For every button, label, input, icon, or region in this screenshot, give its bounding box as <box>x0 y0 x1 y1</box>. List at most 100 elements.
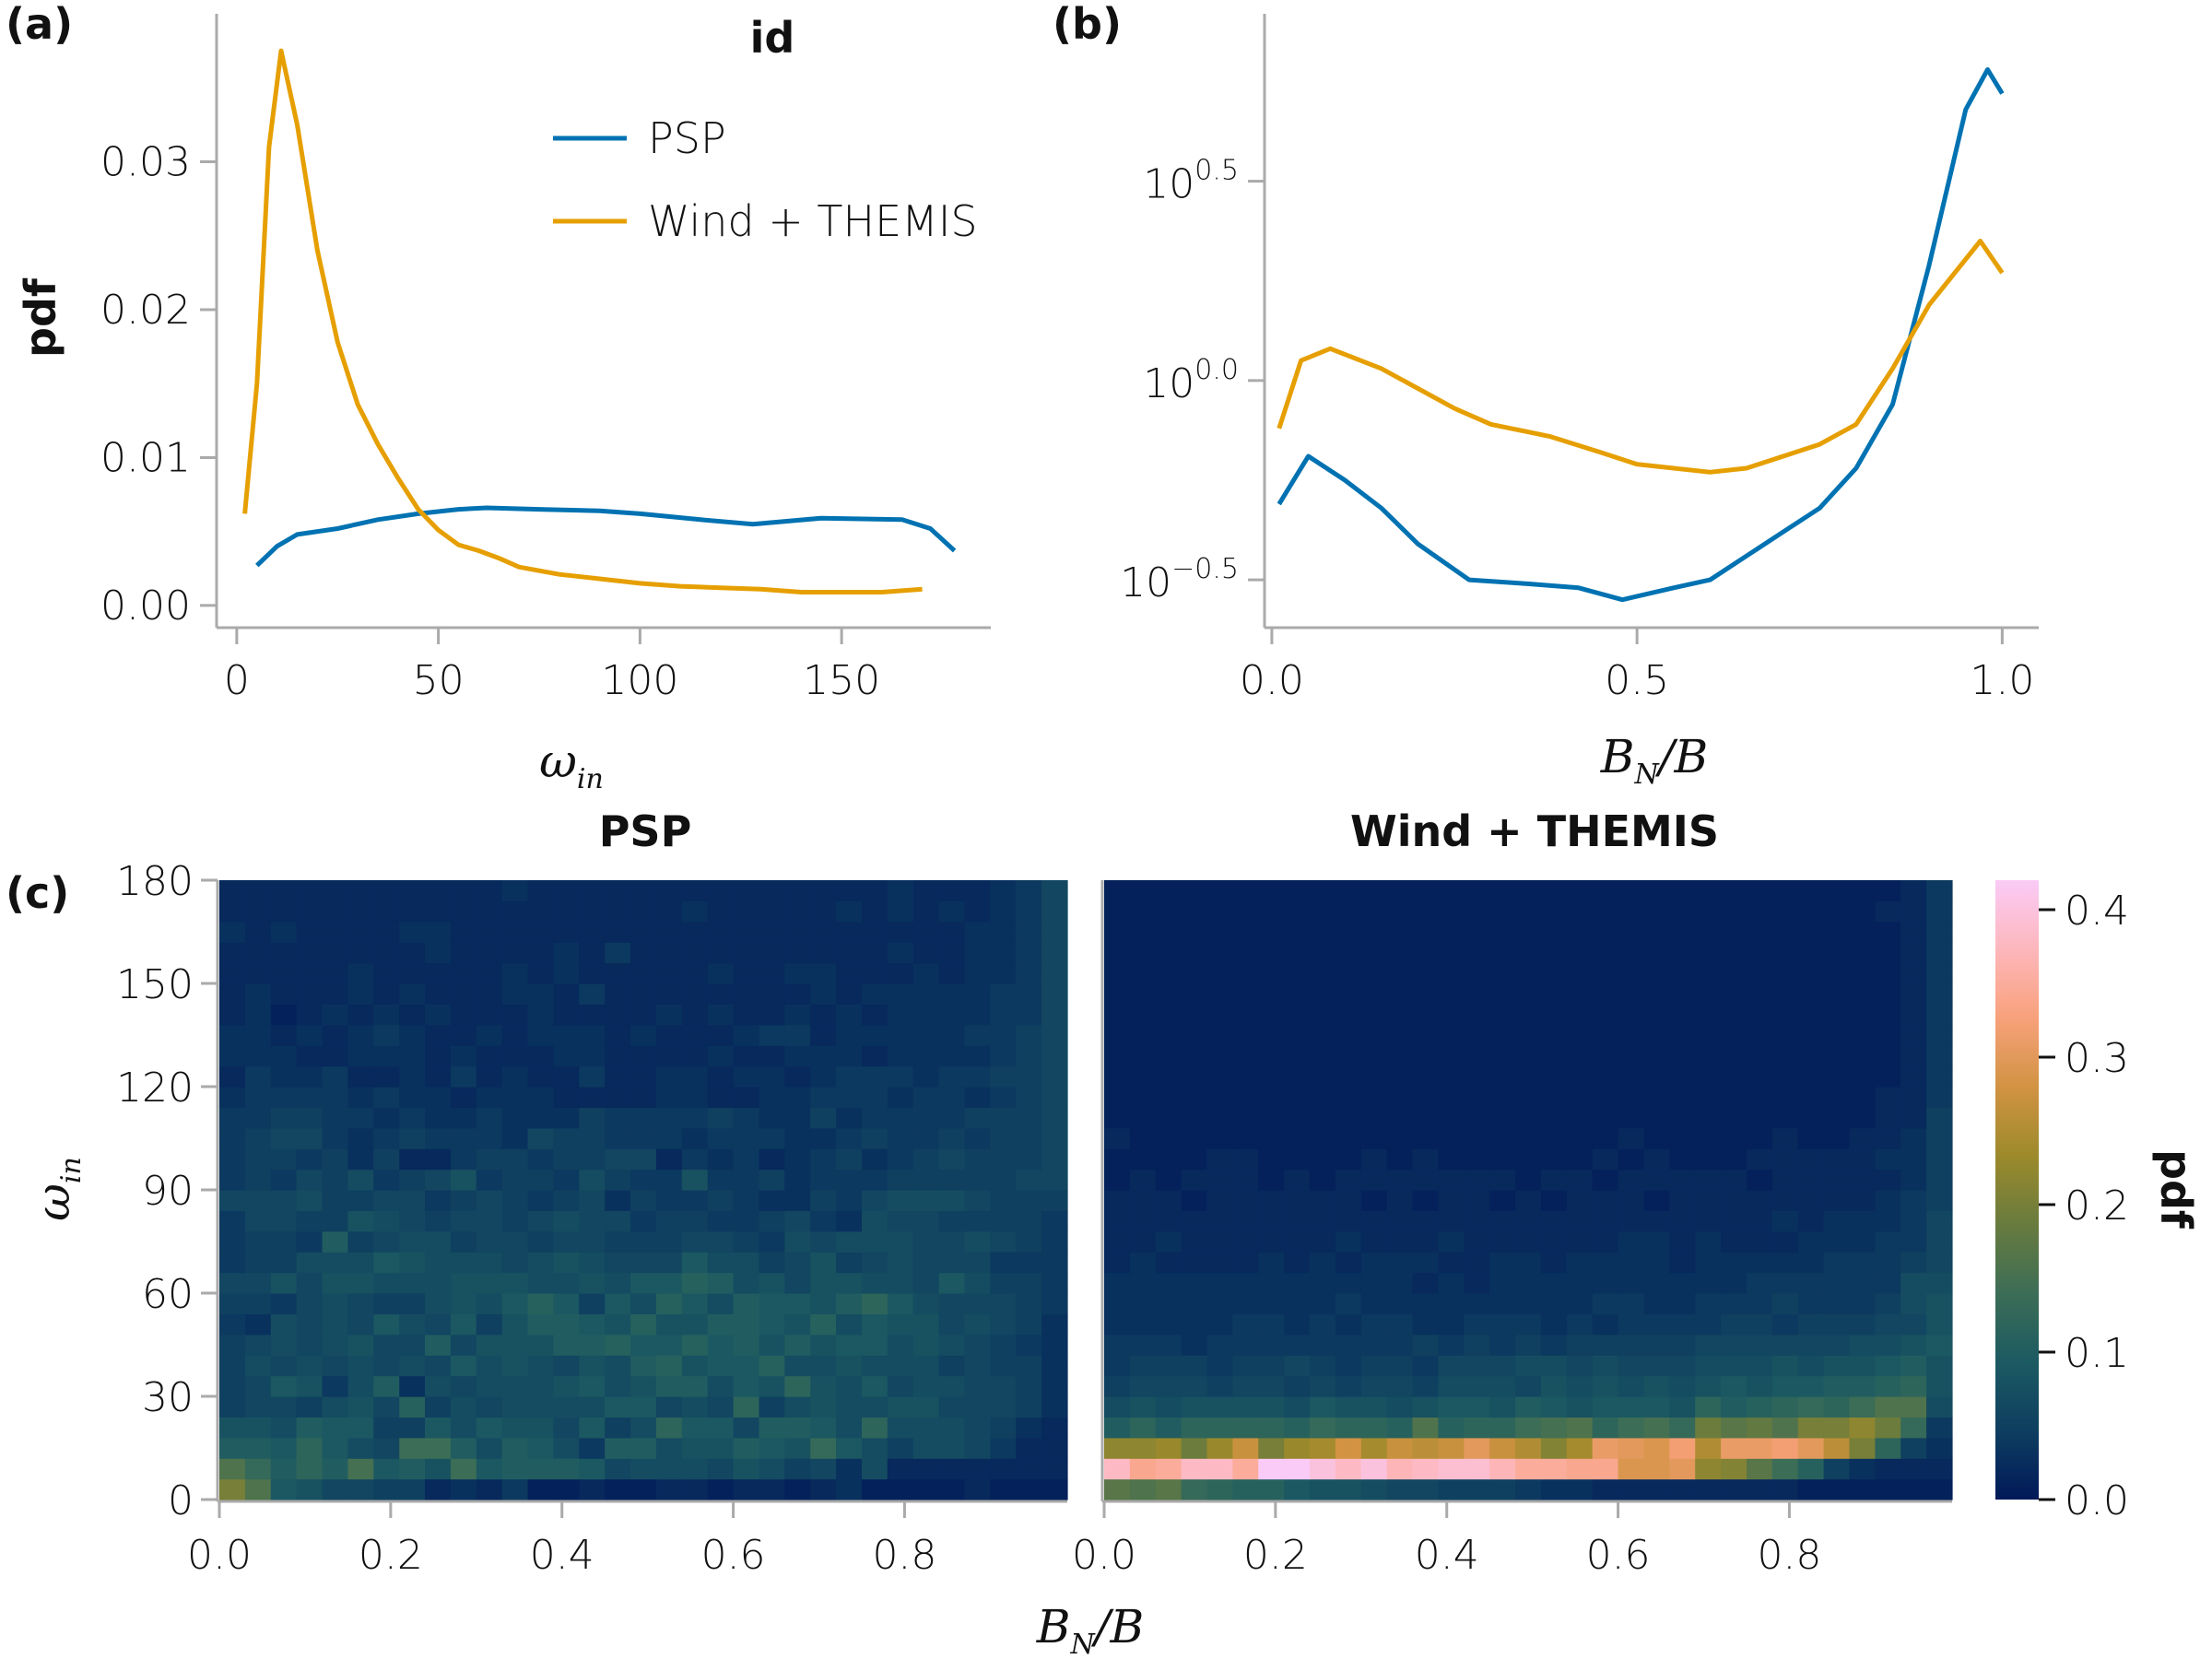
heatmap-cell <box>1771 1458 1799 1480</box>
heatmap-cell <box>1797 1107 1825 1129</box>
heatmap-cell <box>1747 1355 1773 1377</box>
heatmap-cell <box>1695 983 1722 1005</box>
heatmap-cell <box>399 1375 426 1397</box>
heatmap-cell <box>1900 1396 1927 1418</box>
heatmap-cell <box>1900 1045 1927 1067</box>
heatmap-cell <box>836 1272 863 1294</box>
heatmap-cell <box>1695 1087 1722 1108</box>
heatmap-cell <box>1104 962 1131 984</box>
heatmap-cell <box>1747 921 1773 943</box>
heatmap-cell <box>1823 1437 1851 1459</box>
heatmap-cell <box>1875 983 1901 1005</box>
heatmap-cell <box>579 1024 606 1046</box>
heatmap-cell <box>1771 1437 1799 1459</box>
heatmap-cell <box>1104 1417 1131 1439</box>
heatmap-cell <box>399 1210 426 1232</box>
heatmap-cell <box>912 1272 940 1294</box>
heatmap-cell <box>1721 1355 1747 1377</box>
panel-c-xtick-label: 0.8 <box>872 1532 936 1579</box>
heatmap-cell <box>655 1127 683 1149</box>
heatmap-cell <box>1515 1478 1542 1500</box>
heatmap-cell <box>296 900 324 923</box>
heatmap-cell <box>1181 1004 1208 1026</box>
panel-b-line-wind-themis <box>1277 239 2005 475</box>
heatmap-cell <box>1206 1190 1233 1211</box>
heatmap-cell <box>476 1458 503 1480</box>
panel-a-xtick-label: 50 <box>413 657 465 704</box>
heatmap-cell <box>707 942 735 964</box>
heatmap-cell <box>605 880 631 901</box>
heatmap-cell <box>1129 1313 1157 1335</box>
heatmap-cell <box>1489 1230 1516 1253</box>
heatmap-cell <box>399 1478 426 1500</box>
heatmap-cell <box>476 1148 503 1171</box>
heatmap-cell <box>1592 1004 1619 1026</box>
heatmap-cell <box>1489 1148 1516 1171</box>
heatmap-cell <box>912 880 940 901</box>
heatmap-cell <box>990 900 1017 923</box>
heatmap-cell <box>1566 921 1594 943</box>
heatmap-cell <box>553 1087 580 1108</box>
heatmap-cell <box>373 1169 400 1191</box>
panel-label-c: (c) <box>6 868 69 918</box>
heatmap-cell <box>501 1313 529 1335</box>
heatmap-cell <box>990 1272 1017 1294</box>
heatmap-cell <box>244 921 272 943</box>
heatmap-cell <box>1849 1293 1876 1314</box>
heatmap-cell <box>1823 962 1851 984</box>
heatmap-cell <box>399 1313 426 1335</box>
heatmap-cell <box>322 1293 348 1314</box>
heatmap-cell <box>347 1004 374 1026</box>
heatmap-cell <box>553 1355 580 1377</box>
heatmap-cell <box>296 921 324 943</box>
heatmap-cell <box>1155 942 1182 964</box>
heatmap-cell <box>244 1478 272 1500</box>
heatmap-cell <box>1284 1417 1311 1439</box>
heatmap-cell <box>1695 1107 1722 1129</box>
heatmap-cell <box>501 1458 529 1480</box>
heatmap-cell <box>399 1148 426 1171</box>
heatmap-cell <box>810 1107 837 1129</box>
heatmap-cell <box>655 1065 683 1088</box>
heatmap-cell <box>1310 942 1336 964</box>
heatmap-cell <box>1155 983 1182 1005</box>
heatmap-cell <box>347 1148 374 1171</box>
panel-label-b: (b) <box>1053 0 1122 49</box>
heatmap-cell <box>887 1458 914 1480</box>
heatmap-cell <box>1926 900 1953 923</box>
heatmap-cell <box>1016 1107 1042 1129</box>
heatmap-cell <box>1155 1230 1182 1253</box>
heatmap-cell <box>1515 1210 1542 1232</box>
heatmap-cell <box>244 1045 272 1067</box>
heatmap-cell <box>296 1024 324 1046</box>
heatmap-cell <box>579 880 606 901</box>
heatmap-cell <box>1900 1169 1927 1191</box>
heatmap-cell <box>810 1334 837 1356</box>
heatmap-cell <box>219 1417 246 1439</box>
heatmap-cell <box>1258 880 1285 901</box>
heatmap-cell <box>579 942 606 964</box>
heatmap-cell <box>1104 1087 1131 1108</box>
heatmap-cell <box>1669 1375 1696 1397</box>
heatmap-cell <box>1464 962 1490 984</box>
heatmap-cell <box>1232 1252 1259 1274</box>
heatmap-cell <box>219 1169 246 1191</box>
heatmap-cell <box>784 1293 811 1314</box>
heatmap-cell <box>219 1437 246 1459</box>
heatmap-cell <box>862 1004 888 1026</box>
heatmap-cell <box>1721 1210 1747 1232</box>
heatmap-cell <box>1129 1417 1157 1439</box>
heatmap-cell <box>399 1272 426 1294</box>
heatmap-cell <box>1412 1127 1439 1149</box>
heatmap-cell <box>1104 1065 1131 1088</box>
heatmap-cell <box>1747 900 1773 923</box>
heatmap-cell <box>681 942 709 964</box>
heatmap-cell <box>1566 1004 1594 1026</box>
heatmap-cell <box>450 1396 477 1418</box>
heatmap-cell <box>1875 1478 1901 1500</box>
heatmap-cell <box>1643 1190 1670 1211</box>
heatmap-cell <box>1181 1396 1208 1418</box>
heatmap-cell <box>579 1004 606 1026</box>
heatmap-cell <box>1747 1396 1773 1418</box>
heatmap-cell <box>1104 1127 1131 1149</box>
